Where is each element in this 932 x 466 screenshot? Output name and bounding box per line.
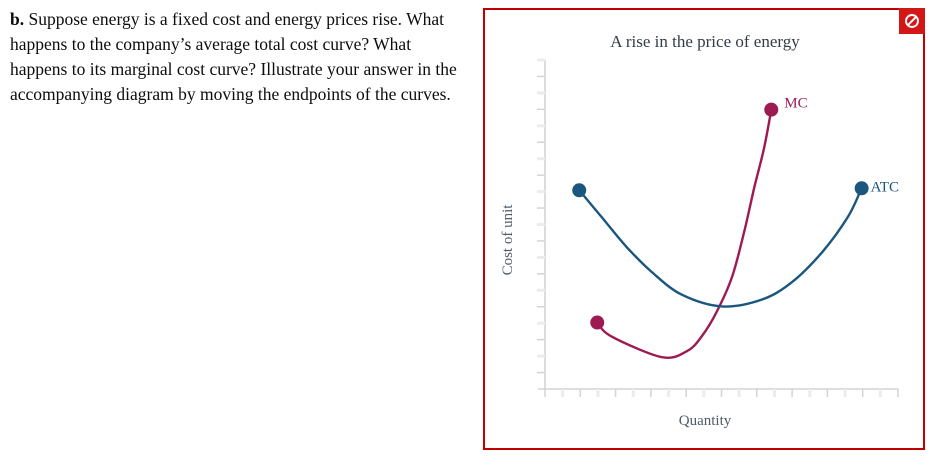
mc-curve <box>596 108 773 359</box>
question-body: Suppose energy is a fixed cost and energ… <box>10 9 457 104</box>
cost-curves-plot: A rise in the price of energy Quantity C… <box>500 32 899 429</box>
axes <box>537 58 899 397</box>
mc-curve-label: MC <box>784 96 807 112</box>
atc-curve <box>578 187 863 308</box>
prohibited-icon[interactable] <box>899 8 925 34</box>
y-axis-label: Cost of unit <box>500 204 516 276</box>
atc-curve-label: ATC <box>871 179 899 195</box>
graph-panel: A rise in the price of energy Quantity C… <box>483 8 925 450</box>
mc-endpoint-left[interactable] <box>590 315 605 330</box>
question-text: b. Suppose energy is a fixed cost and en… <box>10 7 470 107</box>
curves: MC ATC <box>572 96 899 359</box>
chart-title: A rise in the price of energy <box>610 32 800 51</box>
question-part-label: b. <box>10 9 25 29</box>
mc-endpoint-right[interactable] <box>764 102 779 117</box>
prohibited-icon-glyph <box>905 14 919 28</box>
x-axis-label: Quantity <box>679 413 732 429</box>
atc-endpoint-right[interactable] <box>854 181 869 196</box>
atc-endpoint-left[interactable] <box>572 183 587 198</box>
